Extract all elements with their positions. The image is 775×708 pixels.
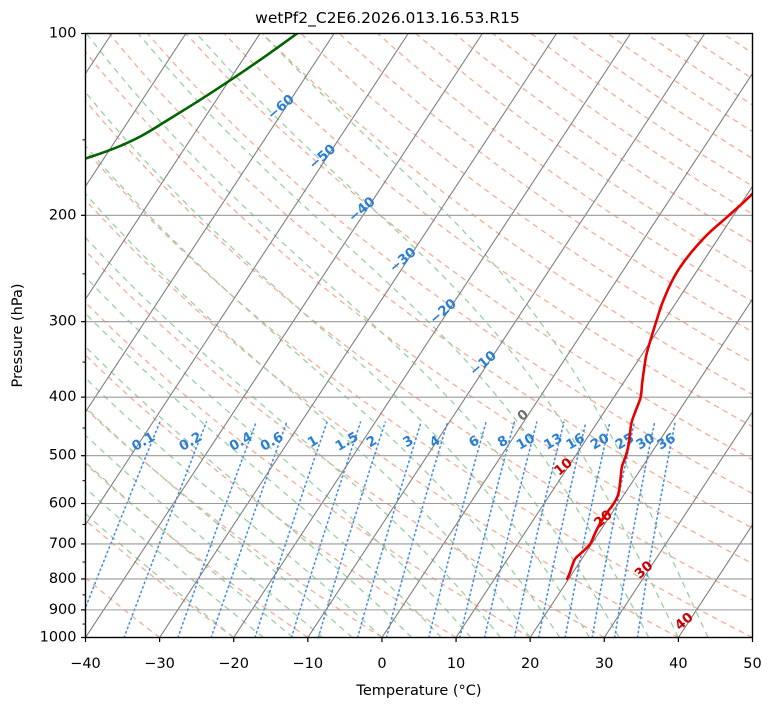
figure-title: wetPf2_C2E6.2026.013.16.53.R15 bbox=[255, 9, 520, 27]
x-tick-label: 0 bbox=[377, 656, 386, 672]
y-tick-label: 800 bbox=[49, 571, 77, 587]
y-axis-title: Pressure (hPa) bbox=[10, 283, 26, 387]
x-tick-label: 20 bbox=[521, 656, 539, 672]
y-tick-label: 600 bbox=[49, 496, 77, 512]
x-tick-label: −20 bbox=[218, 656, 249, 672]
isotherm-label: 0 bbox=[514, 406, 532, 424]
mixing-ratio-label: 16 bbox=[563, 430, 587, 453]
mixing-ratio-label: 20 bbox=[588, 430, 612, 453]
mixing-ratio-label: 10 bbox=[514, 430, 538, 453]
x-tick-label: 50 bbox=[743, 656, 761, 672]
y-tick-label: 200 bbox=[49, 207, 77, 223]
x-tick-label: −10 bbox=[293, 656, 324, 672]
y-tick-label: 700 bbox=[49, 536, 77, 552]
mixing-ratio-label: 25 bbox=[613, 430, 637, 453]
y-tick-label: 400 bbox=[49, 389, 77, 405]
y-tick-label: 300 bbox=[49, 314, 77, 330]
sounding-profiles bbox=[85, 33, 753, 581]
mixing-ratio-label: 1 bbox=[305, 432, 321, 451]
grid-group bbox=[85, 33, 753, 638]
mixing-ratio-label: 13 bbox=[541, 430, 565, 453]
x-tick-label: −40 bbox=[70, 656, 101, 672]
y-tick-label: 500 bbox=[49, 448, 77, 464]
isotherm-label: 40 bbox=[672, 609, 697, 633]
x-axis-title: Temperature (°C) bbox=[355, 683, 481, 699]
y-tick-label: 900 bbox=[49, 602, 77, 618]
profile-temperature bbox=[565, 191, 753, 581]
x-tick-label: 30 bbox=[595, 656, 613, 672]
x-tick-label: −30 bbox=[144, 656, 175, 672]
mixing-ratio-label: 36 bbox=[654, 430, 678, 453]
x-tick-label: 10 bbox=[447, 656, 465, 672]
axes-frame: −40 −30 −20 −10 0 10 20 30 40 5010020030040050060… bbox=[10, 26, 762, 700]
y-tick-label: 1000 bbox=[40, 630, 77, 646]
x-tick-label: 40 bbox=[669, 656, 687, 672]
y-tick-label: 100 bbox=[49, 26, 77, 42]
mixing-ratio-label: 0.2 bbox=[176, 429, 205, 455]
